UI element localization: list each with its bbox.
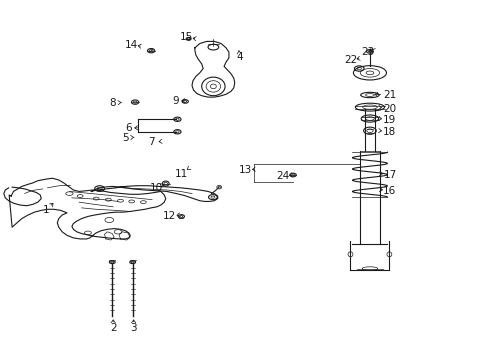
Text: 18: 18 (382, 127, 395, 137)
Text: 10: 10 (149, 183, 162, 193)
Text: 20: 20 (382, 104, 395, 113)
Text: 14: 14 (125, 40, 138, 50)
Text: 6: 6 (125, 123, 132, 133)
Text: 4: 4 (236, 52, 243, 62)
Text: 2: 2 (110, 323, 116, 333)
Text: 11: 11 (174, 168, 187, 179)
Text: 9: 9 (172, 96, 179, 107)
Text: 5: 5 (122, 133, 128, 143)
Text: 21: 21 (382, 90, 395, 100)
Text: 12: 12 (162, 211, 175, 221)
Text: 13: 13 (238, 165, 252, 175)
Text: 16: 16 (382, 186, 395, 196)
Text: 8: 8 (109, 98, 115, 108)
Text: 1: 1 (43, 205, 49, 215)
Text: 23: 23 (361, 47, 374, 57)
Text: 17: 17 (383, 170, 396, 180)
Text: 3: 3 (130, 323, 137, 333)
Text: 7: 7 (147, 138, 154, 148)
Text: 24: 24 (275, 171, 288, 181)
Text: 15: 15 (179, 32, 192, 42)
Text: 19: 19 (382, 115, 395, 125)
Text: 22: 22 (343, 55, 356, 65)
